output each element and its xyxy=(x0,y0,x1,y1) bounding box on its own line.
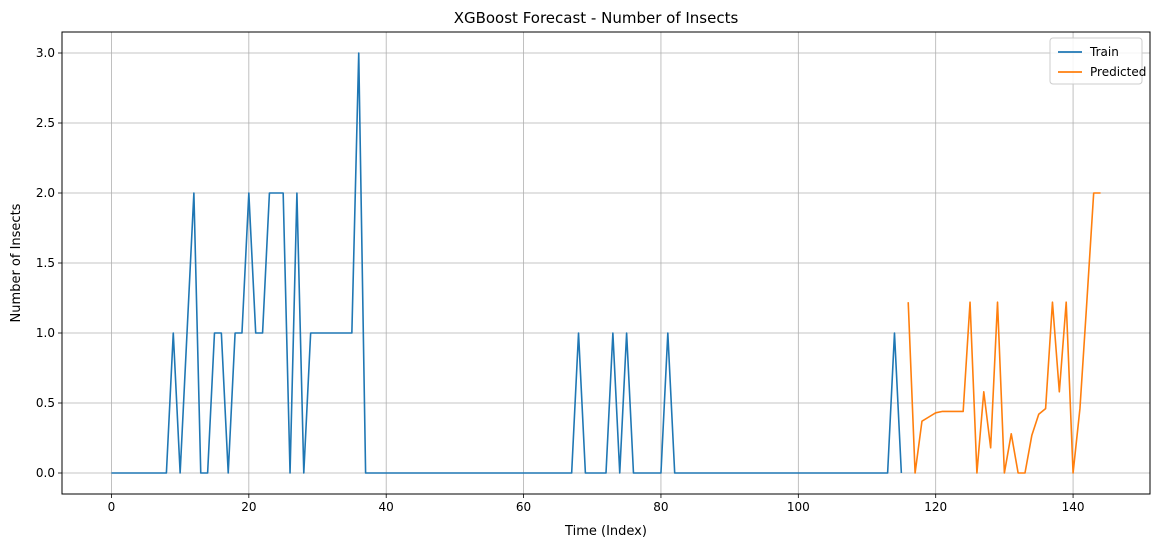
x-tick-label: 60 xyxy=(516,500,531,514)
axis-ticks: 0 20 40 60 80 100 120 140 0.0 0.5 1.0 1.5 2.0 2.5 3.0 xyxy=(36,46,1085,514)
x-axis-label: Time (Index) xyxy=(564,524,647,539)
x-tick-label: 140 xyxy=(1062,500,1085,514)
legend: Train Predicted xyxy=(1049,37,1146,85)
chart-title: XGBoost Forecast - Number of Insects xyxy=(454,9,739,27)
x-tick-label: 0 xyxy=(108,500,116,514)
y-tick-label: 0.0 xyxy=(36,466,55,480)
x-tick-label: 40 xyxy=(379,500,394,514)
legend-label-predicted: Predicted xyxy=(1090,65,1146,79)
series-lines xyxy=(111,52,1101,474)
grid xyxy=(62,32,1150,494)
series-line-predicted xyxy=(907,192,1101,474)
y-tick-label: 2.0 xyxy=(36,186,55,200)
y-tick-label: 2.5 xyxy=(36,116,55,130)
y-tick-label: 1.0 xyxy=(36,326,55,340)
y-tick-label: 0.5 xyxy=(36,396,55,410)
series-line-train xyxy=(111,52,903,474)
x-tick-label: 80 xyxy=(653,500,668,514)
x-tick-label: 100 xyxy=(787,500,810,514)
x-tick-label: 120 xyxy=(924,500,947,514)
y-axis-label: Number of Insects xyxy=(9,203,24,322)
x-tick-label: 20 xyxy=(241,500,256,514)
legend-label-train: Train xyxy=(1089,45,1119,59)
y-tick-label: 1.5 xyxy=(36,256,55,270)
y-tick-label: 3.0 xyxy=(36,46,55,60)
